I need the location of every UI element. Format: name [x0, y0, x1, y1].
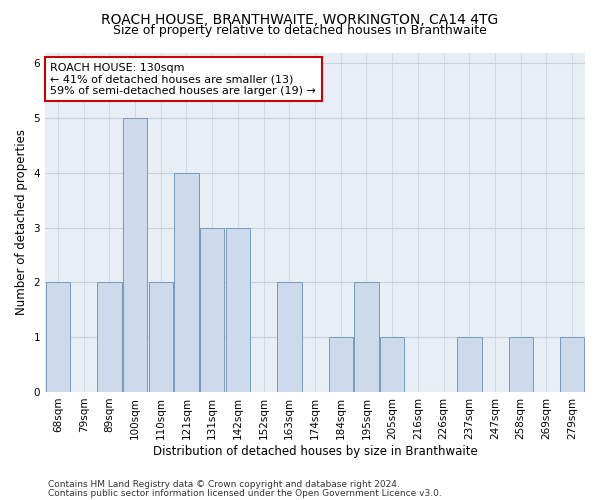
Bar — [560, 337, 584, 392]
Bar — [277, 282, 302, 392]
Bar — [457, 337, 482, 392]
Text: Size of property relative to detached houses in Branthwaite: Size of property relative to detached ho… — [113, 24, 487, 37]
Bar — [149, 282, 173, 392]
X-axis label: Distribution of detached houses by size in Branthwaite: Distribution of detached houses by size … — [152, 444, 478, 458]
Text: ROACH HOUSE, BRANTHWAITE, WORKINGTON, CA14 4TG: ROACH HOUSE, BRANTHWAITE, WORKINGTON, CA… — [101, 12, 499, 26]
Text: ROACH HOUSE: 130sqm
← 41% of detached houses are smaller (13)
59% of semi-detach: ROACH HOUSE: 130sqm ← 41% of detached ho… — [50, 62, 316, 96]
Bar — [200, 228, 224, 392]
Bar — [329, 337, 353, 392]
Bar — [123, 118, 147, 392]
Text: Contains HM Land Registry data © Crown copyright and database right 2024.: Contains HM Land Registry data © Crown c… — [48, 480, 400, 489]
Bar — [380, 337, 404, 392]
Bar — [46, 282, 70, 392]
Text: Contains public sector information licensed under the Open Government Licence v3: Contains public sector information licen… — [48, 490, 442, 498]
Bar — [97, 282, 122, 392]
Bar — [174, 173, 199, 392]
Bar — [354, 282, 379, 392]
Bar — [509, 337, 533, 392]
Y-axis label: Number of detached properties: Number of detached properties — [15, 129, 28, 315]
Bar — [226, 228, 250, 392]
